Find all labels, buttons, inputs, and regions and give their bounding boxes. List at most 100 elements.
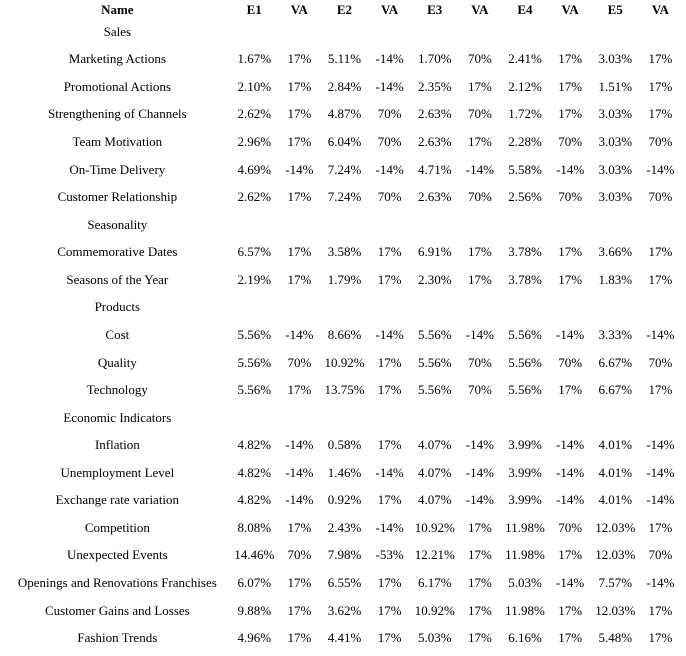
value-cell — [412, 18, 457, 46]
value-cell: -14% — [285, 326, 314, 342]
value-cell: 12.03% — [595, 547, 636, 563]
value-cell: 70% — [558, 519, 583, 535]
value-cell: 17% — [467, 78, 492, 94]
value-cell: 5.56% — [417, 354, 452, 370]
value-cell: 2.35% — [417, 78, 452, 94]
column-header: VA — [290, 2, 308, 17]
value-cell: 2.62% — [237, 106, 272, 122]
value-cell: 12.03% — [595, 602, 636, 618]
value-cell: 4.96% — [237, 630, 272, 646]
value-cell: 17% — [648, 78, 673, 94]
value-cell: 7.24% — [327, 189, 362, 205]
value-cell: 17% — [648, 382, 673, 398]
value-cell: -14% — [646, 492, 675, 508]
value-cell: 17% — [467, 630, 492, 646]
value-cell: -14% — [646, 464, 675, 480]
value-cell: 17% — [287, 602, 312, 618]
value-cell: 10.92% — [414, 519, 455, 535]
value-cell: -14% — [285, 161, 314, 177]
value-cell — [502, 294, 547, 322]
row-name: Exchange rate variation — [55, 492, 180, 508]
table-row: Strengthening of Channels 2.62% 17% 4.87% 70… — [3, 101, 683, 129]
value-cell: 9.88% — [237, 602, 272, 618]
value-cell: 3.99% — [508, 492, 542, 508]
value-cell: 14.46% — [234, 547, 275, 563]
value-cell: -14% — [465, 437, 494, 453]
value-cell — [367, 211, 412, 239]
value-cell: 6.04% — [327, 134, 362, 150]
value-cell — [232, 18, 277, 46]
value-cell: -14% — [375, 161, 404, 177]
value-cell: -14% — [465, 492, 494, 508]
value-cell — [593, 18, 638, 46]
value-cell: 2.84% — [327, 78, 362, 94]
value-cell: 4.71% — [417, 161, 452, 177]
value-cell: 17% — [558, 51, 583, 67]
value-cell — [548, 18, 593, 46]
value-cell: 7.24% — [327, 161, 362, 177]
value-cell: 5.56% — [508, 354, 542, 370]
column-header-name: Name — [101, 2, 134, 17]
value-cell: 70% — [558, 189, 583, 205]
value-cell: 5.03% — [508, 575, 542, 591]
value-cell: -14% — [646, 161, 675, 177]
value-cell: 70% — [467, 51, 492, 67]
value-cell — [593, 404, 638, 432]
value-cell: 17% — [287, 382, 312, 398]
value-cell — [322, 211, 367, 239]
header-row: Name E1 VA E2 VA E3 VA E4 VA E5 VA — [3, 2, 683, 18]
row-name: Openings and Renovations Franchises — [17, 575, 217, 591]
value-cell: 3.62% — [327, 602, 362, 618]
value-cell: 10.92% — [414, 602, 455, 618]
value-cell: 17% — [558, 78, 583, 94]
column-header: E3 — [427, 2, 443, 17]
value-cell: -53% — [375, 547, 404, 563]
table-row: Promotional Actions 2.10% 17% 2.84% -14% 2.35… — [3, 73, 683, 101]
value-cell: -14% — [465, 464, 494, 480]
value-cell — [638, 404, 683, 432]
value-cell: 17% — [467, 519, 492, 535]
value-cell: 17% — [467, 547, 492, 563]
value-cell: 6.91% — [417, 244, 452, 260]
value-cell: 17% — [558, 106, 583, 122]
value-cell: -14% — [375, 519, 404, 535]
value-cell: 5.58% — [508, 161, 542, 177]
value-cell: -14% — [556, 437, 585, 453]
value-cell: 12.03% — [595, 519, 636, 535]
value-cell — [457, 18, 502, 46]
value-cell: -14% — [646, 437, 675, 453]
value-cell: -14% — [646, 575, 675, 591]
value-cell: 4.01% — [598, 437, 633, 453]
value-cell: 5.48% — [598, 630, 633, 646]
section-label: Economic Indicators — [63, 409, 172, 425]
value-cell: 70% — [467, 382, 492, 398]
value-cell: 17% — [558, 547, 583, 563]
value-cell: 3.03% — [598, 161, 633, 177]
value-cell: 1.70% — [417, 51, 452, 67]
value-cell: 4.01% — [598, 464, 633, 480]
value-cell: 5.56% — [508, 382, 542, 398]
value-cell: -14% — [646, 326, 675, 342]
value-cell: 4.07% — [417, 437, 452, 453]
value-cell — [548, 294, 593, 322]
value-cell — [593, 294, 638, 322]
value-cell — [502, 404, 547, 432]
value-cell: 1.83% — [598, 271, 633, 287]
section-label: Sales — [103, 23, 132, 39]
value-cell: 17% — [467, 134, 492, 150]
value-cell: 70% — [648, 134, 673, 150]
value-cell: 17% — [648, 602, 673, 618]
row-name: Unemployment Level — [60, 464, 175, 480]
table-row: Commemorative Dates 6.57% 17% 3.58% 17% 6.91%… — [3, 239, 683, 267]
value-cell: 17% — [287, 630, 312, 646]
table-row: On-Time Delivery 4.69% -14% 7.24% -14% 4.71% -… — [3, 156, 683, 184]
column-header: VA — [651, 2, 669, 17]
column-header: VA — [561, 2, 579, 17]
row-name: Unexpected Events — [66, 547, 168, 563]
value-cell: 1.72% — [508, 106, 542, 122]
column-header: E4 — [517, 2, 533, 17]
row-name: Seasons of the Year — [66, 271, 169, 287]
value-cell: 70% — [648, 189, 673, 205]
value-cell: 3.78% — [508, 244, 542, 260]
value-cell: 70% — [648, 547, 673, 563]
